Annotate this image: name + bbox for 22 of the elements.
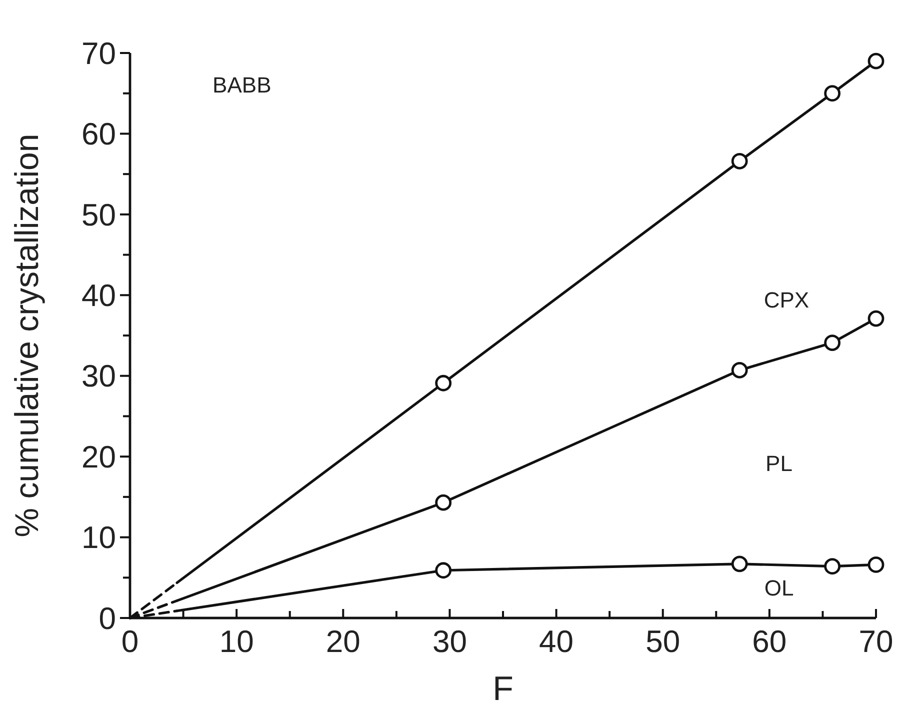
y-tick-label: 70 (82, 36, 116, 71)
y-tick-label: 50 (82, 197, 116, 232)
y-tick-label: 40 (82, 278, 116, 313)
x-tick-label: 20 (326, 624, 360, 659)
x-tick-label: 40 (539, 624, 574, 659)
x-tick-label: 50 (646, 624, 680, 659)
annotation: BABB (212, 72, 272, 98)
y-tick-label: 30 (82, 358, 116, 394)
x-tick-label: 70 (858, 624, 894, 659)
y-axis-title: % cumulative crystallization (8, 134, 45, 538)
x-tick-label: 10 (219, 624, 254, 659)
y-tick-label: 0 (98, 600, 116, 636)
x-tick-label: 0 (121, 624, 139, 659)
y-tick-label: 10 (82, 520, 116, 556)
x-axis-title: F (492, 670, 514, 708)
y-tick-label: 60 (82, 116, 116, 152)
annotation: CPX (764, 287, 810, 312)
annotation: PL (766, 451, 792, 476)
x-tick-label: 60 (752, 624, 787, 659)
y-tick-label: 20 (82, 439, 116, 474)
x-tick-label: 30 (432, 624, 467, 659)
annotation: OL (764, 575, 794, 600)
